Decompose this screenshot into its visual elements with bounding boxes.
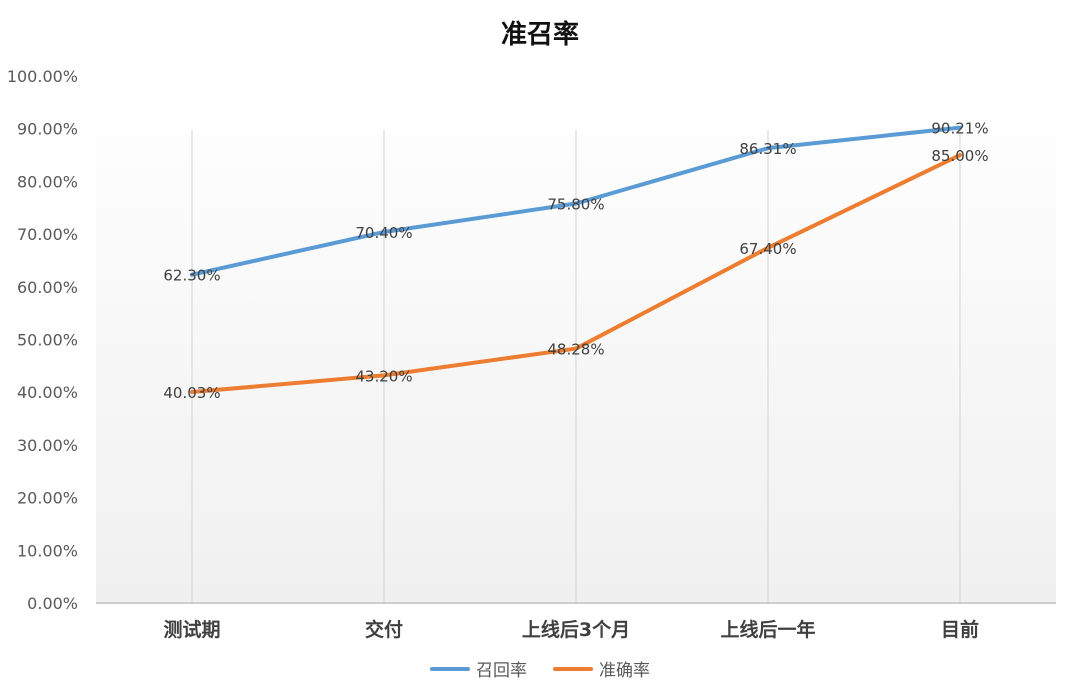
legend-label-precision: 准确率 xyxy=(599,661,650,681)
data-label: 85.00% xyxy=(931,147,988,165)
legend-swatch-precision xyxy=(553,666,593,671)
x-tick-label: 测试期 xyxy=(163,619,220,641)
legend-swatch-recall xyxy=(430,666,470,671)
chart-title: 准召率 xyxy=(500,20,579,50)
series-lines xyxy=(190,125,962,395)
data-labels: 62.30% 70.40% 75.80% 86.31% 90.21% 40.03% 43.2… xyxy=(163,120,988,402)
y-tick-label: 90.00% xyxy=(17,120,78,139)
x-tick-label: 上线后3个月 xyxy=(522,618,630,641)
grid-lines xyxy=(191,130,961,603)
y-tick-label: 100.00% xyxy=(7,67,78,86)
y-tick-label: 20.00% xyxy=(17,489,78,508)
data-label: 90.21% xyxy=(931,120,988,138)
data-label: 86.31% xyxy=(739,140,796,158)
y-tick-label: 0.00% xyxy=(27,594,78,613)
data-label: 70.40% xyxy=(355,224,412,242)
y-tick-label: 70.00% xyxy=(17,225,78,244)
axes: 0.00% 10.00% 20.00% 30.00% 40.00% 50.00% 60.00… xyxy=(7,67,1056,641)
x-tick-label: 上线后一年 xyxy=(720,618,815,641)
y-tick-label: 10.00% xyxy=(17,541,78,560)
y-tick-label: 40.00% xyxy=(17,383,78,402)
data-label: 67.40% xyxy=(739,240,796,258)
series-line-precision xyxy=(190,153,962,395)
y-tick-label: 50.00% xyxy=(17,331,78,350)
data-label: 48.28% xyxy=(547,341,604,359)
series-line-recall xyxy=(190,125,962,277)
y-tick-label: 60.00% xyxy=(17,278,78,297)
legend: 召回率 准确率 xyxy=(0,656,1080,681)
data-label: 43.20% xyxy=(355,367,412,385)
data-label: 75.80% xyxy=(547,196,604,214)
data-label: 62.30% xyxy=(163,267,220,285)
legend-item-recall[interactable]: 召回率 xyxy=(430,656,527,681)
x-tick-label: 交付 xyxy=(365,618,403,641)
legend-label-recall: 召回率 xyxy=(476,661,527,681)
legend-item-precision[interactable]: 准确率 xyxy=(553,656,650,681)
data-label: 40.03% xyxy=(163,384,220,402)
y-tick-label: 80.00% xyxy=(17,172,78,191)
x-tick-label: 目前 xyxy=(941,618,979,641)
y-tick-label: 30.00% xyxy=(17,436,78,455)
